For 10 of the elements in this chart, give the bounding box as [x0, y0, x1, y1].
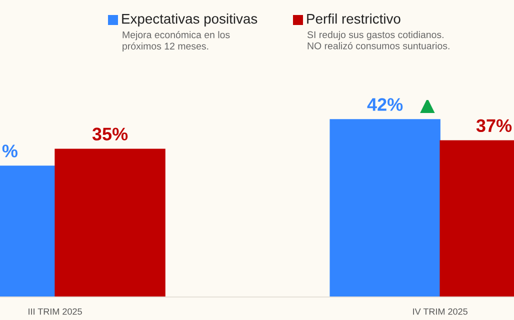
legend-label: Perfil restrictivo [307, 14, 400, 24]
data-label: 35% [92, 128, 128, 140]
data-label: 42% [367, 98, 403, 111]
data-label: % [2, 144, 18, 158]
data-label: 37% [476, 119, 512, 132]
x-tick-label: III TRIM 2025 [28, 308, 82, 315]
text: Mejora económica en los próximos 12 meses. [122, 31, 230, 52]
x-tick-label: IV TRIM 2025 [413, 308, 468, 315]
legend-label: Expectativas positivas [122, 14, 258, 26]
text: SI redujo sus gastos cotidianos. NO realizó consumos suntuarios. [307, 31, 450, 50]
